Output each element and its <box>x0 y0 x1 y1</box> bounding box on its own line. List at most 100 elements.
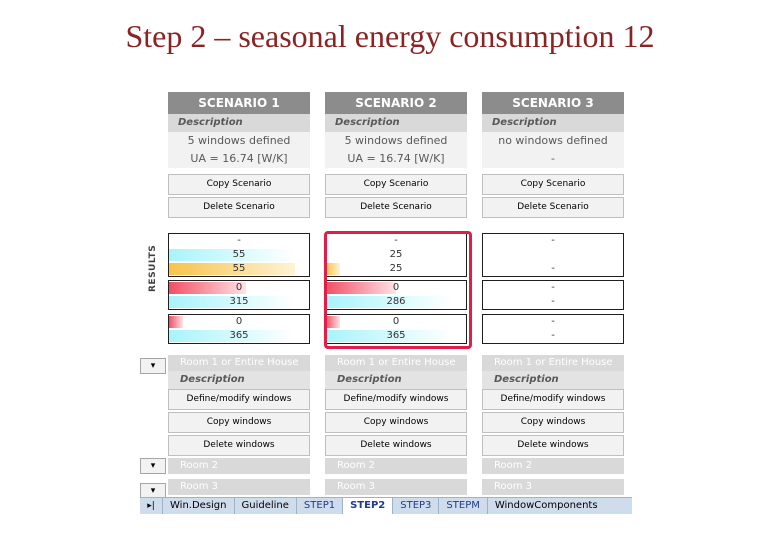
results-block: -- <box>482 233 624 277</box>
define-windows-button[interactable]: Define/modify windows <box>168 389 310 410</box>
sheet-tab-stepm[interactable]: STEPM <box>438 498 486 514</box>
delete-scenario-button[interactable]: Delete Scenario <box>168 197 310 218</box>
room-2-3-column-1: Room 2 Room 3 <box>168 458 310 495</box>
result-value: 55 <box>232 249 246 260</box>
copy-windows-button[interactable]: Copy windows <box>168 412 310 433</box>
room-section-3: Room 1 or Entire House Description Defin… <box>482 355 624 458</box>
room-section-2: Room 1 or Entire House Description Defin… <box>325 355 467 458</box>
ua-value: - <box>482 150 624 168</box>
delete-windows-button[interactable]: Delete windows <box>325 435 467 456</box>
result-cell: - <box>483 234 623 248</box>
result-cell: 0 <box>169 315 309 329</box>
define-windows-button[interactable]: Define/modify windows <box>325 389 467 410</box>
sheet-tab-win-design[interactable]: Win.Design <box>162 498 234 514</box>
room1-row[interactable]: Room 1 or Entire House <box>325 355 467 371</box>
result-value: 286 <box>386 296 406 307</box>
room3-row[interactable]: Room 3 <box>168 479 310 495</box>
room2-row[interactable]: Room 2 <box>325 458 467 474</box>
result-value: 0 <box>392 282 400 293</box>
room1-row[interactable]: Room 1 or Entire House <box>482 355 624 371</box>
collapse-room1-button[interactable]: ▾ <box>140 358 166 374</box>
result-fill-bar <box>326 316 340 328</box>
result-cell: - <box>169 234 309 248</box>
delete-windows-button[interactable]: Delete windows <box>482 435 624 456</box>
sheet-tab-step3[interactable]: STEP3 <box>392 498 438 514</box>
result-value: 365 <box>386 330 406 341</box>
result-cell: 0 <box>169 281 309 295</box>
sheet-tab-guideline[interactable]: Guideline <box>233 498 296 514</box>
result-value: - <box>237 235 241 246</box>
result-cell: - <box>483 295 623 309</box>
room-2-3-column-3: Room 2 Room 3 <box>482 458 624 495</box>
delete-scenario-button[interactable]: Delete Scenario <box>325 197 467 218</box>
results-block: 0 365 <box>325 314 467 344</box>
result-value: 365 <box>229 330 249 341</box>
windows-count: no windows defined <box>482 132 624 150</box>
room2-row[interactable]: Room 2 <box>482 458 624 474</box>
result-fill-bar <box>326 263 340 275</box>
collapse-room2-button[interactable]: ▾ <box>140 458 166 474</box>
result-value: - <box>551 235 555 246</box>
result-fill-bar <box>169 296 295 308</box>
description-label: Description <box>325 114 467 132</box>
result-value: - <box>551 263 555 274</box>
copy-scenario-button[interactable]: Copy Scenario <box>325 174 467 195</box>
spreadsheet-view: RESULTS ▾ ▾ ▾ SCENARIO 1 Description 5 w… <box>140 90 632 514</box>
result-fill-bar <box>169 249 295 261</box>
result-cell: 365 <box>169 329 309 343</box>
sheet-tab-step2[interactable]: STEP2 <box>342 498 393 514</box>
copy-windows-button[interactable]: Copy windows <box>325 412 467 433</box>
scenario-header: SCENARIO 1 <box>168 92 310 114</box>
result-cell: 25 <box>326 262 466 276</box>
delete-scenario-button[interactable]: Delete Scenario <box>482 197 624 218</box>
result-cell: 315 <box>169 295 309 309</box>
slide-title: Step 2 – seasonal energy consumption 12 <box>125 18 655 54</box>
copy-scenario-button[interactable]: Copy Scenario <box>168 174 310 195</box>
result-value: - <box>551 296 555 307</box>
scenario-column-2: SCENARIO 2 Description 5 windows defined… <box>325 92 467 220</box>
result-value: 315 <box>229 296 249 307</box>
results-block: -- <box>482 280 624 310</box>
description-label: Description <box>168 114 310 132</box>
result-cell: 55 <box>169 248 309 262</box>
room-description-label: Description <box>325 371 467 389</box>
result-cell: - <box>483 262 623 276</box>
result-fill-bar <box>326 330 452 342</box>
result-cell: - <box>483 281 623 295</box>
define-windows-button[interactable]: Define/modify windows <box>482 389 624 410</box>
windows-count: 5 windows defined <box>168 132 310 150</box>
room1-row[interactable]: Room 1 or Entire House <box>168 355 310 371</box>
result-value: - <box>551 330 555 341</box>
sheet-tab-windowcomponents[interactable]: WindowComponents <box>486 498 605 514</box>
result-value: 25 <box>389 263 403 274</box>
result-fill-bar <box>169 263 295 275</box>
result-cell: 25 <box>326 248 466 262</box>
result-cell <box>483 248 623 262</box>
tab-scroll-icon[interactable]: ▸| <box>147 501 155 511</box>
scenario-column-3: SCENARIO 3 Description no windows define… <box>482 92 624 220</box>
result-value: 0 <box>392 316 400 327</box>
result-value: - <box>394 235 398 246</box>
copy-scenario-button[interactable]: Copy Scenario <box>482 174 624 195</box>
result-fill-bar <box>169 282 246 294</box>
delete-windows-button[interactable]: Delete windows <box>168 435 310 456</box>
result-cell: 0 <box>326 281 466 295</box>
room3-row[interactable]: Room 3 <box>482 479 624 495</box>
result-value: 55 <box>232 263 246 274</box>
sheet-tab-step1[interactable]: STEP1 <box>295 498 342 514</box>
result-value: - <box>551 282 555 293</box>
results-block: 0 315 <box>168 280 310 310</box>
result-cell: - <box>326 234 466 248</box>
result-fill-bar <box>169 316 183 328</box>
room3-row[interactable]: Room 3 <box>325 479 467 495</box>
results-block: -- <box>482 314 624 344</box>
copy-windows-button[interactable]: Copy windows <box>482 412 624 433</box>
room-section-1: Room 1 or Entire House Description Defin… <box>168 355 310 458</box>
room2-row[interactable]: Room 2 <box>168 458 310 474</box>
results-label: RESULTS <box>148 244 158 292</box>
result-cell: - <box>483 329 623 343</box>
scenario-header: SCENARIO 2 <box>325 92 467 114</box>
result-value: 0 <box>235 316 243 327</box>
room-description-label: Description <box>482 371 624 389</box>
result-fill-bar <box>169 330 295 342</box>
